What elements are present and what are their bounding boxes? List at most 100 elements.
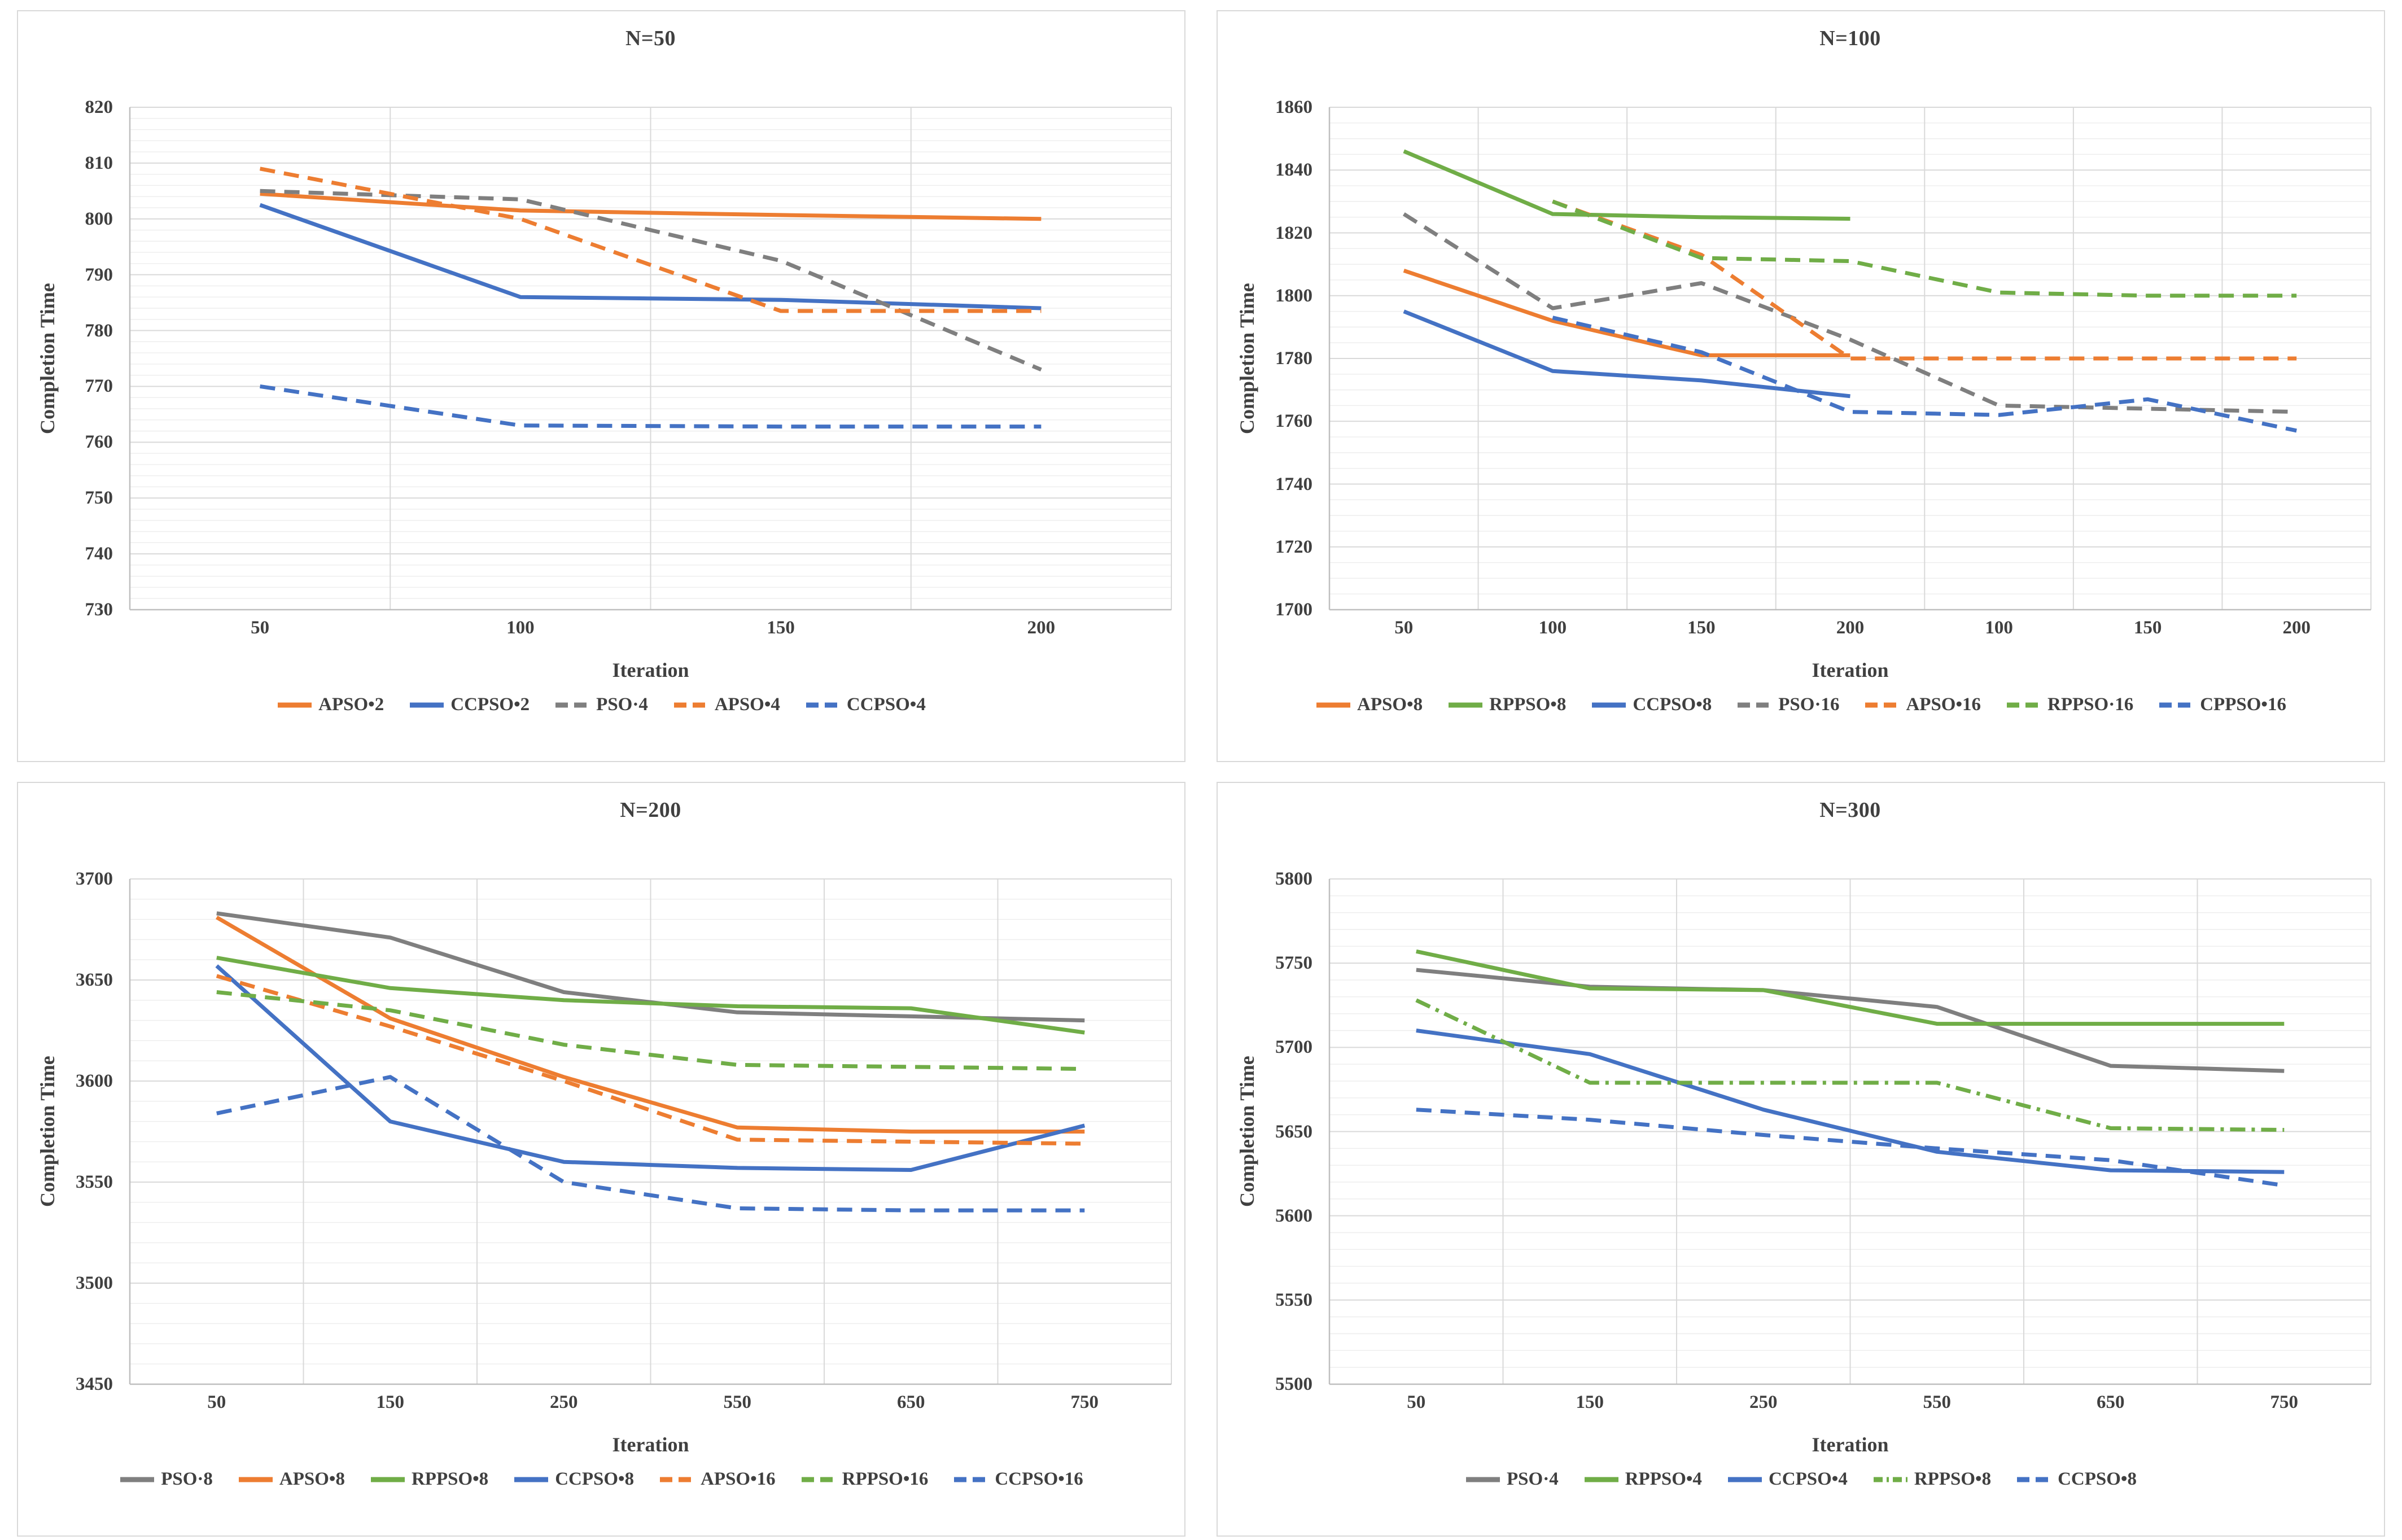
- legend-swatch-solid-line-icon: [1316, 702, 1351, 707]
- legend-label: CPPSO•16: [2200, 694, 2286, 715]
- legend-swatch-solid-line-icon: [120, 1477, 155, 1482]
- y-axis-tick-label: 780: [85, 320, 113, 341]
- chart-title: N=50: [625, 27, 676, 50]
- y-axis-tick-label: 1720: [1275, 536, 1312, 557]
- y-axis-tick-label: 1800: [1275, 285, 1312, 306]
- x-axis-tick-label: 650: [2097, 1392, 2125, 1412]
- series-line-apso-8: [1403, 268, 1850, 357]
- legend-item-apso-2: APSO•2: [277, 694, 384, 715]
- legend-swatch-solid-line-icon: [1466, 1477, 1500, 1482]
- x-axis-tick-label: 250: [1749, 1392, 1778, 1412]
- legend-swatch-solid-line-icon: [278, 702, 312, 707]
- series-line-rppso-4: [1416, 949, 2285, 1026]
- legend-swatch-dash-line-icon: [801, 1477, 835, 1482]
- series-line-ccpso-16: [216, 1075, 1085, 1213]
- x-axis-tick-label: 150: [767, 618, 795, 638]
- legend-swatch-solid-line-icon: [370, 1477, 405, 1482]
- x-axis-tick-label: 150: [2133, 618, 2162, 638]
- legend-label: CCPSO•2: [450, 694, 530, 715]
- legend-item-rppso-8: RPPSO•8: [1872, 1469, 1991, 1490]
- y-axis-tick-label: 760: [85, 432, 113, 453]
- y-axis-tick-label: 3700: [76, 869, 113, 889]
- chart-title: N=200: [620, 798, 681, 822]
- plot-area: [129, 107, 1172, 611]
- legend-swatch-solid-line-icon: [1727, 1477, 1762, 1482]
- legend-item-rppso-16: RPPSO·16: [2006, 694, 2133, 715]
- series-line-apso-16: [1552, 199, 2297, 361]
- series-line-pso-16: [1402, 212, 2297, 414]
- legend-label: PSO·16: [1778, 694, 1840, 715]
- series-line-apso-4: [259, 167, 1042, 313]
- y-axis-tick-label: 3650: [76, 970, 113, 990]
- x-axis-tick-label: 200: [1836, 618, 1865, 638]
- legend-item-ccpso-2: CCPSO•2: [409, 694, 530, 715]
- legend-swatch-solid-line-icon: [238, 1477, 273, 1482]
- legend-item-ccpso-8: CCPSO•8: [2016, 1469, 2137, 1490]
- y-axis-tick-label: 1840: [1275, 160, 1312, 181]
- y-axis-tick-label: 740: [85, 544, 113, 565]
- legend-label: APSO•16: [701, 1469, 776, 1489]
- y-axis-tick-label: 5600: [1275, 1205, 1312, 1226]
- legend-item-apso-8: APSO•8: [1315, 694, 1423, 715]
- y-axis-tick-label: 1760: [1275, 411, 1312, 432]
- series-line-rppso-16: [1552, 199, 2297, 298]
- y-axis-tick-label: 1700: [1275, 600, 1312, 620]
- x-axis-tick-label: 150: [1576, 1392, 1604, 1412]
- y-axis-tick-label: 5750: [1275, 953, 1312, 974]
- legend-item-ccpso-4: CCPSO•4: [805, 694, 926, 715]
- legend-item-pso-4: PSO·4: [554, 694, 648, 715]
- series-line-ccpso-4: [260, 384, 1042, 429]
- y-axis-tick-label: 5650: [1275, 1121, 1312, 1142]
- x-axis-tick-label: 50: [207, 1392, 226, 1412]
- x-axis-tick-label: 550: [723, 1392, 752, 1412]
- legend-item-pso-8: PSO·8: [119, 1469, 213, 1490]
- series-line-cppso-16: [1552, 316, 2297, 433]
- chart-panel-n200: N=200 Completion Time Iteration PSO·8 APS…: [17, 782, 1185, 1537]
- legend-item-apso-4: APSO•4: [673, 694, 780, 715]
- chart-panel-n50: N=50 Completion Time Iteration APSO•2 CCP…: [17, 10, 1185, 762]
- chart-panel-n100: N=100 Completion Time Iteration APSO•8 RP…: [1217, 10, 2385, 762]
- legend-swatch-solid-line-icon: [1449, 702, 1483, 707]
- legend-label: APSO•2: [318, 694, 384, 715]
- y-axis-tick-label: 750: [85, 488, 113, 509]
- legend-item-rppso-8: RPPSO•8: [1447, 694, 1566, 715]
- legend-label: RPPSO·16: [2047, 694, 2134, 715]
- series-line-rppso-8: [216, 956, 1085, 1035]
- legend-swatch-solid-line-icon: [1592, 702, 1626, 707]
- legend-swatch-dash-line-icon: [2017, 1477, 2051, 1482]
- x-axis-tick-label: 50: [1394, 618, 1414, 638]
- legend-label: PSO·4: [596, 694, 648, 715]
- legend-swatch-dash-line-icon: [673, 702, 708, 707]
- legend-item-ccpso-4: CCPSO•4: [1727, 1469, 1848, 1490]
- legend-label: APSO•8: [279, 1469, 345, 1489]
- series-line-ccpso-8: [215, 964, 1086, 1172]
- legend-item-cppso-16: CPPSO•16: [2158, 694, 2286, 715]
- legend-swatch-dashdot-line-icon: [1873, 1477, 1907, 1482]
- legend-label: CCPSO•16: [995, 1469, 1083, 1489]
- chart-panel-n300: N=300 Completion Time Iteration PSO·4 RPP…: [1217, 782, 2385, 1537]
- x-axis-title: Iteration: [612, 1433, 689, 1456]
- series-line-apso-8: [216, 915, 1085, 1134]
- legend-item-ccpso-16: CCPSO•16: [953, 1469, 1083, 1490]
- legend-label: CCPSO•8: [1633, 694, 1712, 715]
- y-axis-tick-label: 3450: [76, 1374, 113, 1394]
- legend-label: RPPSO•8: [411, 1469, 489, 1489]
- series-line-rppso-16: [216, 990, 1085, 1071]
- y-axis-tick-label: 1860: [1275, 97, 1312, 117]
- legend-label: CCPSO•4: [1768, 1469, 1848, 1489]
- legend-item-rppso-16: RPPSO•16: [800, 1469, 928, 1490]
- x-axis-tick-label: 650: [897, 1392, 925, 1412]
- legend-swatch-dash-line-icon: [1865, 702, 1900, 707]
- legend-label: APSO•16: [1906, 694, 1981, 715]
- x-axis-tick-label: 50: [251, 618, 270, 638]
- x-axis-tick-label: 100: [1985, 618, 2013, 638]
- legend-swatch-dash-line-icon: [1738, 702, 1772, 707]
- chart-title: N=100: [1819, 27, 1881, 50]
- x-axis-tick-label: 750: [1070, 1392, 1099, 1412]
- x-axis-title: Iteration: [1812, 1433, 1889, 1456]
- legend-item-pso-4: PSO·4: [1465, 1469, 1559, 1490]
- plot-area: [1328, 878, 2372, 1385]
- legend-swatch-dash-line-icon: [2159, 702, 2194, 707]
- legend-swatch-solid-line-icon: [410, 702, 444, 707]
